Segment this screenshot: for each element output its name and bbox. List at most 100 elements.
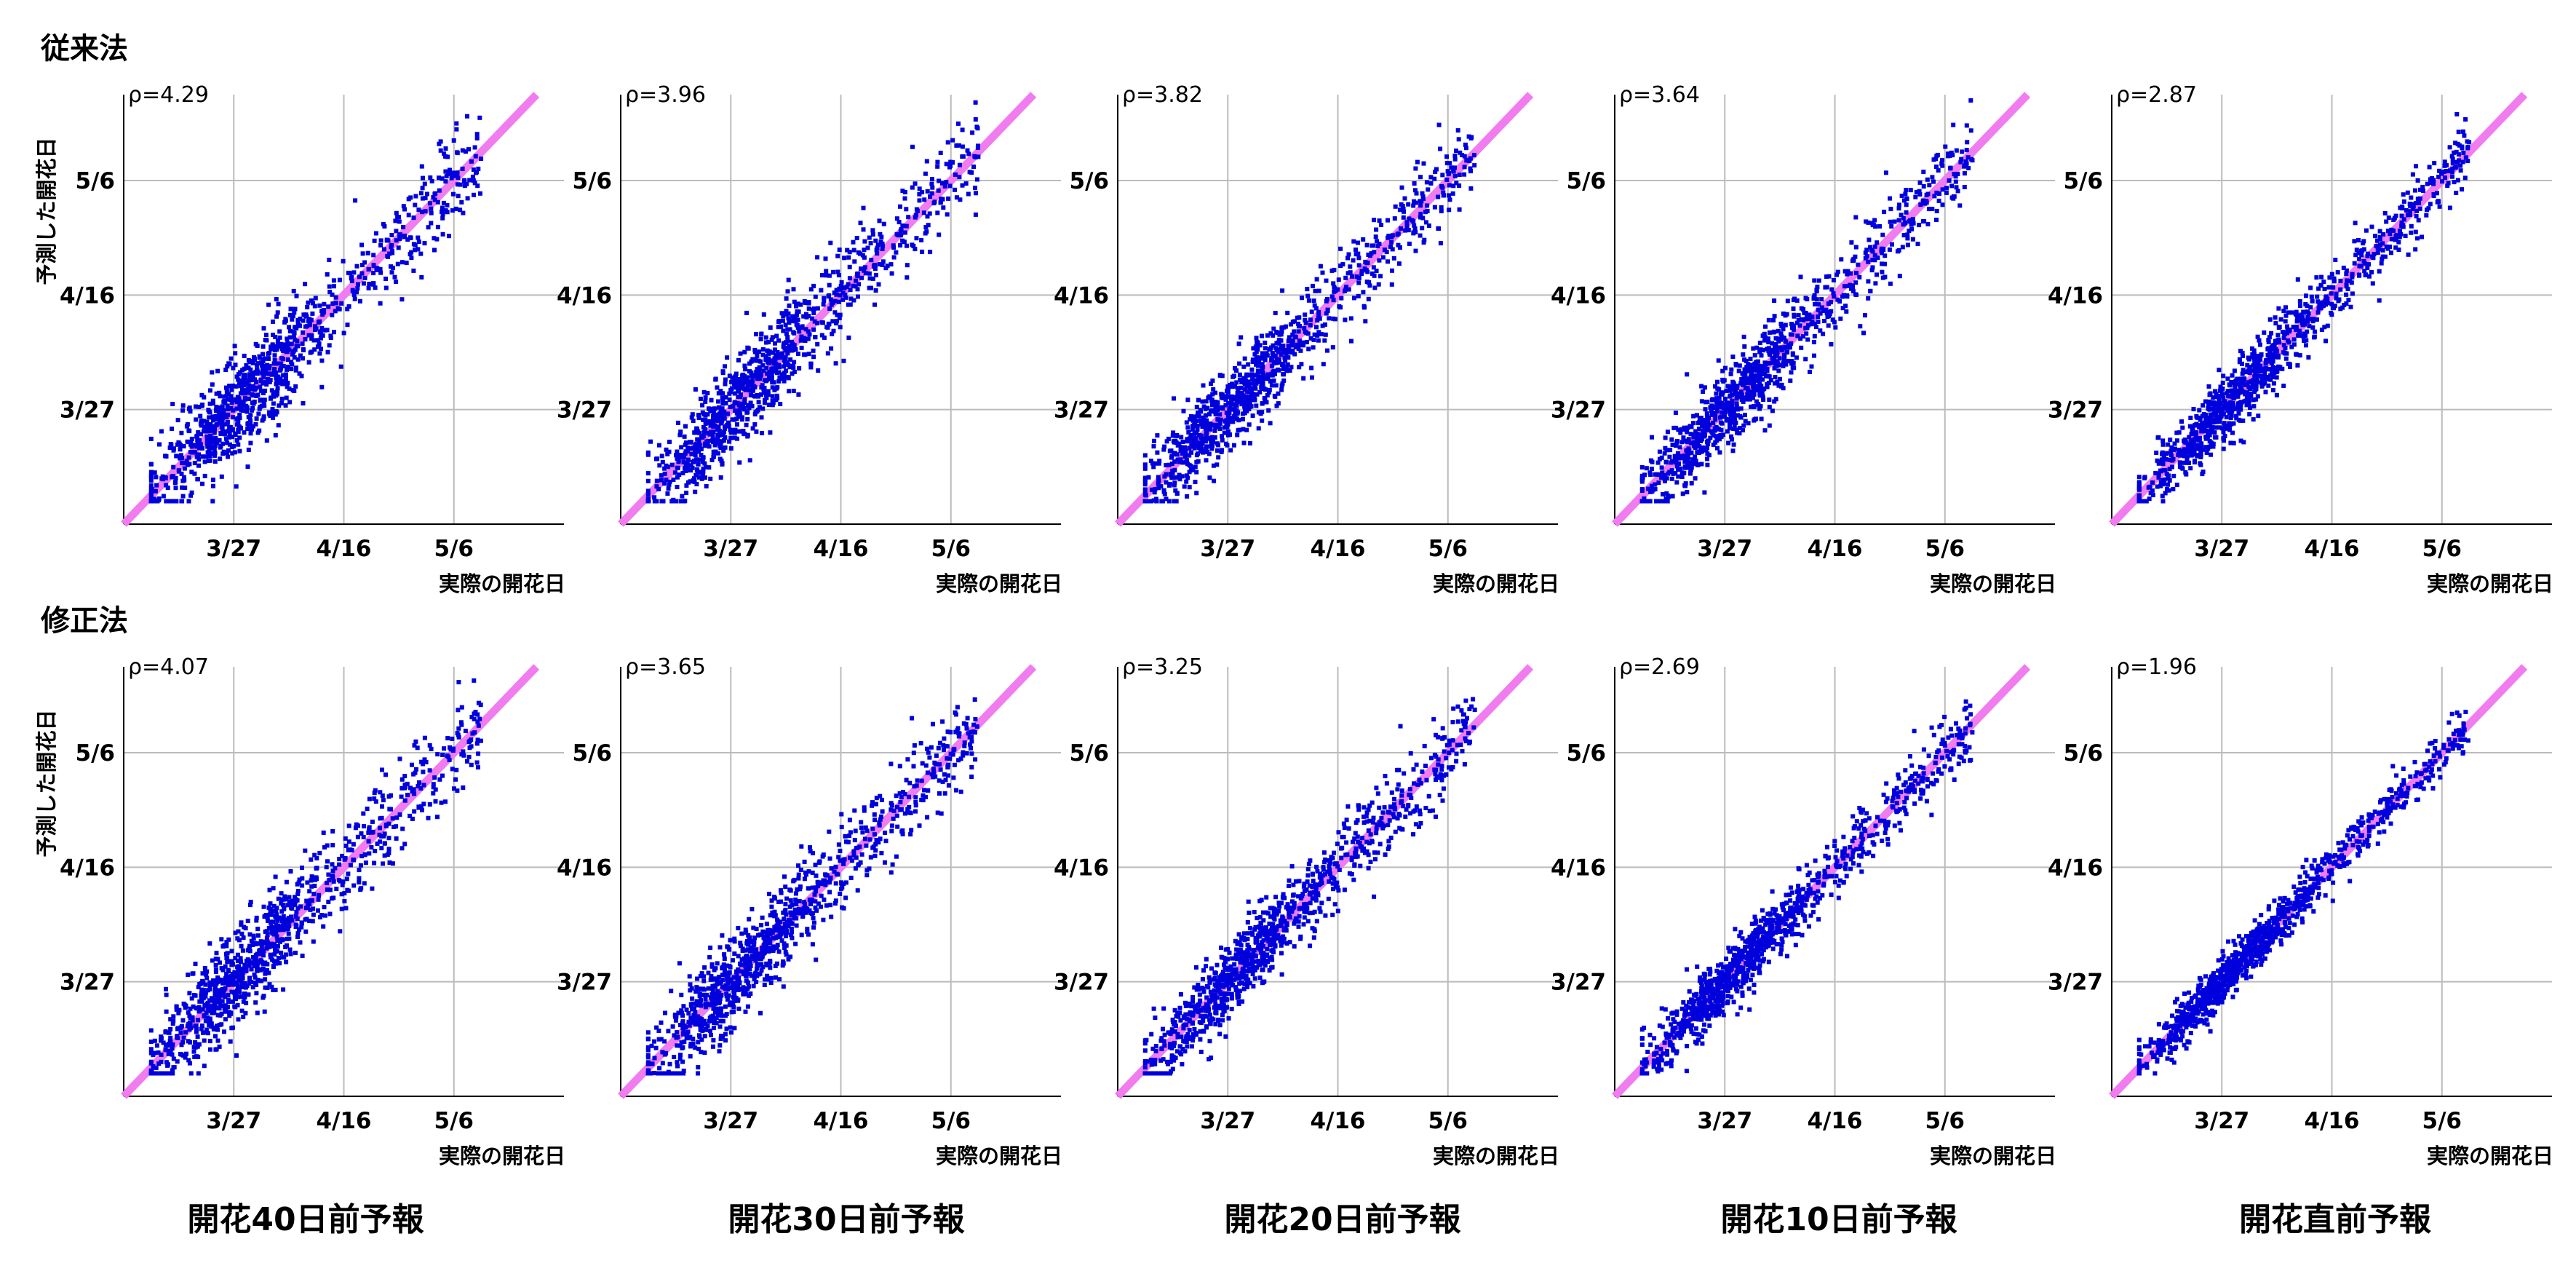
scatter-point	[1773, 363, 1778, 368]
scatter-point	[792, 299, 797, 304]
scatter-point	[2450, 167, 2455, 172]
scatter-point	[1805, 325, 1810, 330]
scatter-point	[1673, 443, 1678, 448]
scatter-point	[2278, 317, 2283, 322]
scatter-point	[469, 159, 474, 164]
scatter-point	[1681, 435, 1686, 440]
scatter-point	[766, 403, 771, 408]
scatter-point	[406, 213, 411, 218]
scatter-point	[1237, 394, 1242, 399]
scatter-point	[1850, 258, 1855, 264]
scatter-point	[1229, 400, 1234, 405]
scatter-point	[1231, 374, 1236, 379]
scatter-point	[774, 333, 779, 338]
scatter-point	[1802, 310, 1807, 315]
scatter-point	[709, 438, 715, 443]
scatter-point	[954, 195, 959, 200]
scatter-point	[188, 440, 194, 445]
scatter-point	[293, 337, 298, 342]
scatter-point	[2456, 152, 2461, 157]
scatter-point	[1255, 392, 1260, 397]
scatter-point	[1670, 459, 1674, 464]
scatter-point	[378, 238, 383, 243]
scatter-point	[2261, 381, 2266, 387]
scatter-point	[1696, 462, 1700, 467]
scatter-point	[1767, 330, 1772, 335]
scatter-point	[1404, 223, 1410, 229]
scatter-point	[855, 287, 860, 292]
scatter-point	[876, 282, 881, 287]
scatter-point	[1420, 191, 1425, 196]
scatter-point	[1864, 248, 1869, 253]
scatter-point	[1228, 419, 1233, 424]
scatter-point	[1257, 389, 1263, 395]
scatter-point	[709, 458, 715, 462]
scatter-point	[1751, 395, 1755, 400]
scatter-point	[1661, 492, 1665, 496]
scatter-point	[440, 176, 445, 181]
scatter-point	[2275, 333, 2281, 338]
scatter-point	[1196, 411, 1201, 415]
scatter-point	[1842, 293, 1847, 298]
scatter-point	[434, 237, 440, 242]
scatter-point	[1303, 320, 1308, 325]
scatter-point	[1187, 446, 1192, 451]
scatter-point	[1691, 421, 1696, 426]
scatter-point	[2267, 355, 2272, 360]
scatter-point	[1805, 314, 1810, 320]
x-tick-label: 4/16	[316, 536, 371, 562]
scatter-point	[2236, 411, 2241, 416]
scatter-point	[246, 447, 251, 452]
scatter-point	[273, 432, 278, 437]
scatter-point	[1202, 424, 1207, 429]
scatter-point	[1863, 250, 1868, 256]
scatter-point	[744, 422, 749, 427]
scatter-point	[274, 347, 279, 352]
scatter-point	[858, 251, 862, 256]
scatter-point	[1192, 423, 1197, 427]
scatter-point	[766, 392, 771, 397]
scatter-point	[1458, 150, 1463, 155]
scatter-point	[1265, 353, 1270, 358]
scatter-point	[774, 393, 779, 398]
scatter-point	[1776, 328, 1781, 333]
scatter-point	[1650, 435, 1654, 440]
scatter-point	[859, 275, 864, 280]
scatter-point	[476, 166, 481, 171]
scatter-point	[725, 355, 730, 360]
scatter-point	[696, 475, 701, 480]
scatter-point	[954, 143, 959, 148]
scatter-point	[830, 331, 835, 336]
scatter-point	[1223, 394, 1228, 399]
scatter-point	[1289, 365, 1294, 370]
scatter-point	[217, 437, 222, 443]
scatter-point	[1664, 499, 1669, 504]
scatter-point	[2232, 368, 2237, 373]
scatter-point	[811, 348, 816, 353]
scatter-point	[1674, 425, 1679, 430]
scatter-point	[2382, 210, 2388, 215]
scatter-point	[1440, 173, 1445, 178]
scatter-point	[453, 206, 458, 211]
scatter-point	[1728, 403, 1733, 408]
scatter-point	[1714, 391, 1719, 396]
scatter-point	[1379, 223, 1384, 227]
scatter-point	[189, 470, 194, 475]
scatter-point	[1753, 363, 1757, 367]
scatter-point	[233, 351, 238, 356]
scatter-point	[1241, 440, 1247, 446]
scatter-point	[786, 277, 791, 282]
scatter-point	[228, 397, 234, 403]
scatter-point	[1688, 461, 1693, 466]
scatter-point	[378, 270, 383, 275]
scatter-point	[699, 435, 704, 440]
scatter-point	[1904, 210, 1909, 215]
scatter-point	[189, 490, 194, 495]
scatter-point	[2353, 221, 2358, 226]
scatter-point	[904, 207, 909, 212]
scatter-point	[1734, 401, 1739, 406]
scatter-point	[1344, 285, 1348, 290]
scatter-point	[1234, 368, 1239, 373]
scatter-point	[1711, 442, 1716, 447]
scatter-point	[2198, 454, 2203, 459]
